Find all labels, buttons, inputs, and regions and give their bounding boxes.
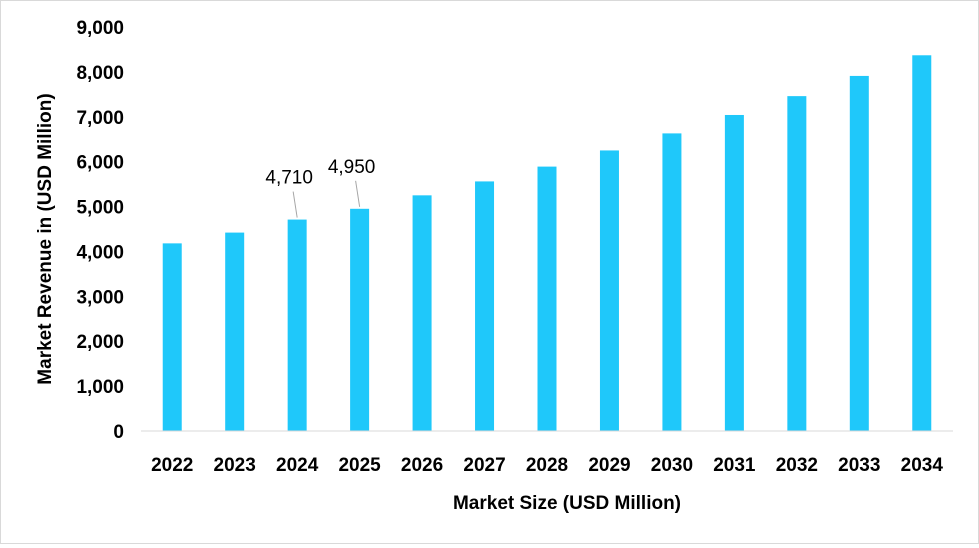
x-tick-label: 2022 — [151, 455, 193, 476]
x-tick-label: 2025 — [338, 455, 381, 476]
data-label-leader — [355, 180, 361, 207]
y-axis: 0 1,000 2,000 3,000 4,000 5,000 6,000 7,000 8,00… — [76, 18, 124, 443]
y-tick-label: 6,000 — [76, 153, 124, 174]
bar-2033 — [849, 75, 869, 431]
bar-2034 — [912, 55, 932, 431]
bar-2027 — [475, 181, 495, 431]
bar-2032 — [787, 96, 807, 431]
x-axis: 2022 2023 2024 2025 2026 2027 2028 2029 2030 2031… — [151, 455, 943, 476]
bar-2022 — [162, 243, 182, 431]
x-axis-title: Market Size (USD Million) — [453, 493, 681, 514]
x-tick-label: 2024 — [276, 455, 319, 476]
data-label-2024: 4,710 — [265, 168, 313, 189]
x-tick-label: 2033 — [838, 455, 880, 476]
bar-2031 — [724, 114, 744, 431]
y-tick-label: 0 — [113, 422, 124, 443]
x-tick-label: 2027 — [463, 455, 505, 476]
x-tick-label: 2034 — [901, 455, 944, 476]
y-tick-label: 3,000 — [76, 287, 124, 308]
y-tick-label: 7,000 — [76, 108, 124, 129]
bar-2030 — [662, 133, 682, 432]
bar-2024 — [287, 219, 307, 431]
x-tick-label: 2031 — [713, 455, 756, 476]
data-labels: 4,710 4,950 — [265, 157, 375, 218]
data-label-leader — [292, 191, 298, 218]
x-tick-label: 2030 — [651, 455, 693, 476]
y-tick-label: 8,000 — [76, 63, 124, 84]
bar-series — [162, 55, 932, 432]
bar-2025 — [350, 208, 370, 431]
bar-2026 — [412, 195, 432, 431]
x-tick-label: 2028 — [526, 455, 568, 476]
y-tick-label: 5,000 — [76, 198, 124, 219]
x-tick-label: 2032 — [776, 455, 818, 476]
y-axis-title: Market Revenue in (USD Million) — [35, 93, 56, 384]
y-tick-label: 1,000 — [76, 377, 124, 398]
y-tick-label: 2,000 — [76, 332, 124, 353]
bar-2028 — [537, 166, 557, 432]
x-tick-label: 2029 — [588, 455, 630, 476]
y-tick-label: 9,000 — [76, 18, 124, 39]
x-tick-label: 2023 — [214, 455, 256, 476]
bar-2023 — [225, 232, 245, 431]
data-label-2025: 4,950 — [328, 157, 376, 178]
x-tick-label: 2026 — [401, 455, 443, 476]
bar-2029 — [599, 150, 619, 431]
y-tick-label: 4,000 — [76, 242, 124, 263]
